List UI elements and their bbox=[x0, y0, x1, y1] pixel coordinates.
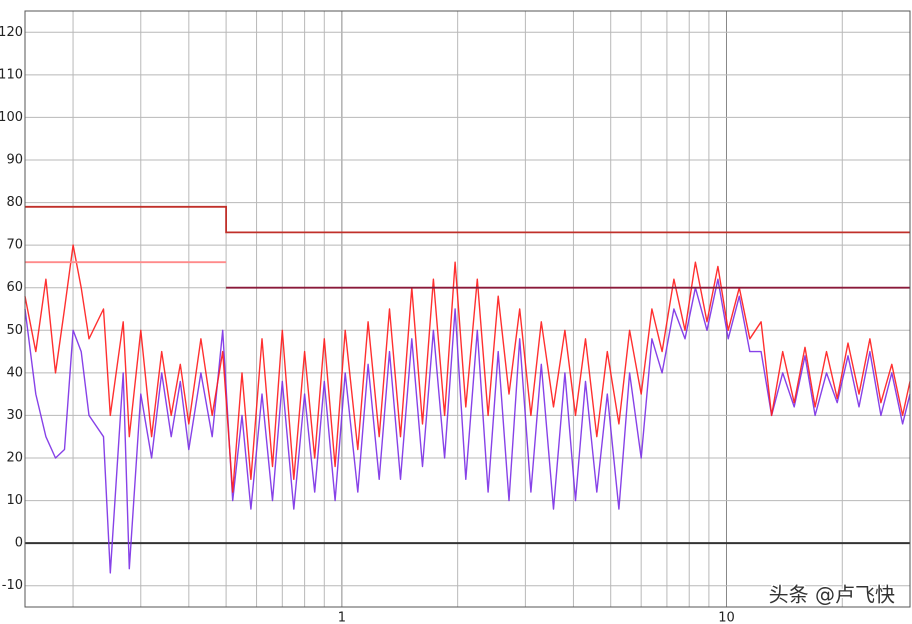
y-tick-label: 70 bbox=[6, 238, 23, 253]
y-tick-label: 120 bbox=[0, 25, 23, 40]
y-tick-label: 20 bbox=[6, 451, 23, 466]
y-tick-label: 100 bbox=[0, 110, 23, 125]
trace bbox=[24, 278, 911, 574]
y-tick-label: 10 bbox=[6, 493, 23, 508]
y-tick-label: 60 bbox=[6, 280, 23, 295]
limit-line bbox=[25, 205, 910, 234]
trace bbox=[24, 244, 911, 493]
y-tick-label: 110 bbox=[0, 67, 23, 82]
y-tick-label: -10 bbox=[2, 578, 23, 593]
y-tick-label: 0 bbox=[15, 536, 23, 551]
x-tick-label: 1 bbox=[338, 611, 346, 624]
y-tick-label: 90 bbox=[6, 153, 23, 168]
y-tick-label: 80 bbox=[6, 195, 23, 210]
plot-border bbox=[24, 10, 911, 608]
y-tick-label: 40 bbox=[6, 365, 23, 380]
y-tick-label: 30 bbox=[6, 408, 23, 423]
x-tick-label: 10 bbox=[718, 611, 735, 624]
watermark: 头条 @卢飞快 bbox=[769, 583, 895, 607]
y-tick-label: 50 bbox=[6, 323, 23, 338]
